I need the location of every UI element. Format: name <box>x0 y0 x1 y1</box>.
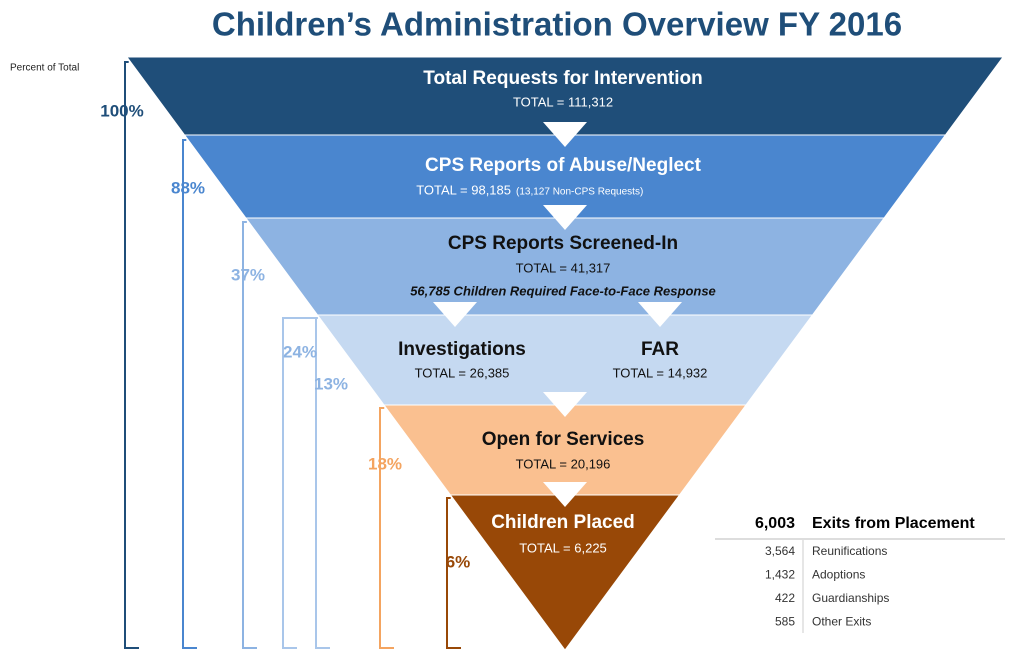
percent: 13% <box>314 374 348 393</box>
level-total: TOTAL = 6,225 <box>519 540 607 555</box>
level-note: (13,127 Non-CPS Requests) <box>516 187 643 198</box>
level-total: TOTAL = 20,196 <box>516 456 611 471</box>
level-total: TOTAL = 41,317 <box>516 260 611 275</box>
bracket <box>315 317 330 649</box>
level-label: Open for Services <box>482 429 645 450</box>
bracket <box>282 317 318 649</box>
exit-count: 1,432 <box>765 568 795 582</box>
branch-label: FAR <box>641 339 679 360</box>
percent: 88% <box>171 178 205 197</box>
percent: 24% <box>283 342 317 361</box>
flow-arrow <box>543 392 587 417</box>
exit-label: Guardianships <box>812 591 889 605</box>
flow-arrow <box>543 122 587 147</box>
level-label: CPS Reports of Abuse/Neglect <box>425 155 702 176</box>
exit-count: 3,564 <box>765 544 795 558</box>
percent: 6% <box>446 552 471 571</box>
branch-total: TOTAL = 14,932 <box>613 365 708 380</box>
level-total: TOTAL = 111,312 <box>513 94 613 109</box>
exits-label: Exits from Placement <box>812 515 975 532</box>
percent: 37% <box>231 265 265 284</box>
level-note: 56,785 Children Required Face-to-Face Re… <box>410 283 716 298</box>
flow-arrow <box>543 205 587 230</box>
bracket <box>124 61 139 649</box>
percent-axis-label: Percent of Total <box>10 63 79 74</box>
level-total: TOTAL = 98,185 <box>416 182 511 197</box>
bracket <box>379 407 394 649</box>
bracket <box>446 497 461 649</box>
exit-count: 422 <box>775 591 795 605</box>
level-label: Children Placed <box>491 512 635 533</box>
exit-label: Other Exits <box>812 615 871 629</box>
level-label: CPS Reports Screened-In <box>448 233 678 254</box>
funnel-band <box>316 314 814 406</box>
exit-label: Reunifications <box>812 544 887 558</box>
branch-label: Investigations <box>398 339 526 360</box>
exit-count: 585 <box>775 615 795 629</box>
exit-label: Adoptions <box>812 568 865 582</box>
percent-brackets <box>124 61 461 649</box>
flow-arrow <box>543 482 587 507</box>
flow-arrow <box>433 302 477 327</box>
exits-total: 6,003 <box>755 515 795 532</box>
bracket <box>242 221 257 649</box>
percent: 100% <box>100 101 143 120</box>
exit-rows: 3,564 Reunifications 1,432 Adoptions 422 Guar… <box>765 544 889 629</box>
level-label: Total Requests for Intervention <box>423 68 702 89</box>
funnel <box>126 56 1004 651</box>
percent: 18% <box>368 454 402 473</box>
flow-arrow <box>638 302 682 327</box>
branch-total: TOTAL = 26,385 <box>415 365 510 380</box>
title: Children’s Administration Overview FY 20… <box>212 6 902 43</box>
bracket <box>182 139 197 649</box>
exits-table: 6,003 Exits from Placement 3,564 Reunific… <box>715 515 1005 633</box>
